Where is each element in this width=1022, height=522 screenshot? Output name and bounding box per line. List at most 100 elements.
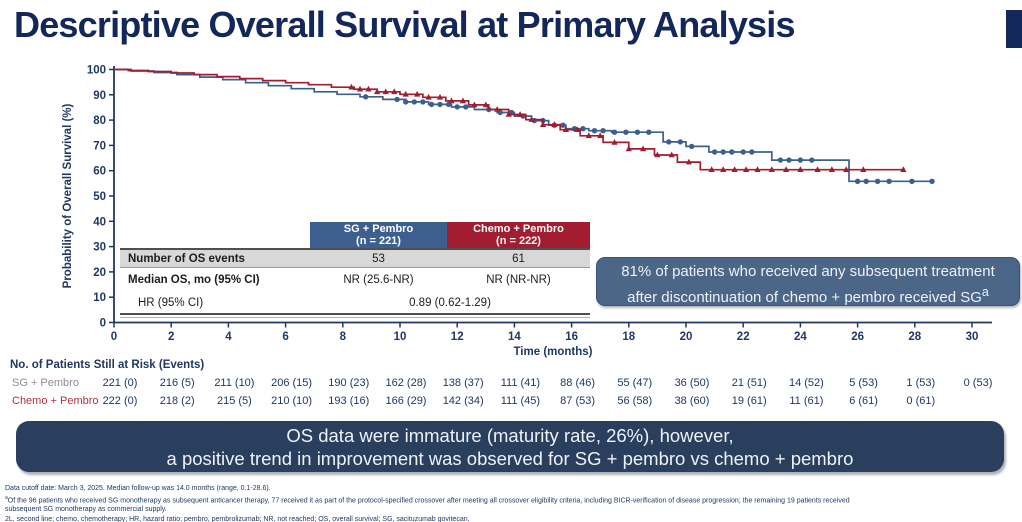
footnote-line-4: 2L, second line; chemo, chemotherapy; HR… <box>5 515 470 522</box>
callout-line2: after discontinuation of chemo + pembro … <box>597 282 1019 308</box>
row-median-os-sg: NR (25.6-NR) <box>343 274 414 286</box>
summary-header-chemo-name: Chemo + Pembro <box>473 222 564 235</box>
svg-text:60: 60 <box>93 166 106 178</box>
at-risk-value: 1 (53) <box>906 377 936 389</box>
at-risk-value: 36 (50) <box>674 377 710 389</box>
at-risk-value: 111 (45) <box>500 395 541 407</box>
at-risk-value: 87 (53) <box>560 395 596 407</box>
at-risk-value: 216 (5) <box>159 377 195 389</box>
summary-header-sg: SG + Pembro (n = 221) <box>310 222 447 248</box>
svg-text:30: 30 <box>93 242 106 254</box>
at-risk-value: 21 (51) <box>731 377 767 389</box>
svg-text:70: 70 <box>93 140 106 152</box>
x-axis-title: Time (months) <box>513 346 592 358</box>
row-os-events-label: Number of OS events <box>120 248 310 268</box>
footnote-marker-a: a <box>5 494 8 501</box>
at-risk-value: 190 (23) <box>328 377 370 389</box>
callout-line2-footnote-marker: a <box>981 285 989 299</box>
banner-line2: a positive trend in improvement was obse… <box>166 448 854 469</box>
footnote-line-1: Data cutoff date: March 3, 2025. Median … <box>5 485 271 492</box>
summary-header-sg-name: SG + Pembro <box>343 222 414 235</box>
svg-text:4: 4 <box>225 331 232 343</box>
svg-text:14: 14 <box>508 331 521 343</box>
at-risk-value: 55 (47) <box>617 377 653 389</box>
summary-table-bottom-rule-thin <box>120 317 590 318</box>
at-risk-value: 0 (61) <box>906 395 936 407</box>
row-median-os-chemo: NR (NR-NR) <box>486 274 551 286</box>
svg-text:2: 2 <box>168 331 174 343</box>
at-risk-value: 56 (58) <box>617 395 653 407</box>
row-os-events-sg: 53 <box>310 248 447 268</box>
x-axis-ticks: 0 2 4 6 8 10 12 14 16 18 20 22 24 26 28 30 <box>111 322 979 343</box>
footnote-line-3: subsequent SG monotherapy as commercial … <box>5 506 167 514</box>
svg-text:10: 10 <box>93 292 106 304</box>
svg-text:20: 20 <box>680 331 693 343</box>
svg-text:90: 90 <box>93 90 106 102</box>
svg-text:24: 24 <box>794 331 807 343</box>
at-risk-value: 166 (29) <box>385 395 427 407</box>
row-os-events-chemo: 61 <box>447 248 590 268</box>
at-risk-value: 88 (46) <box>560 377 596 389</box>
at-risk-value: 210 (10) <box>271 395 313 407</box>
at-risk-value: 11 (61) <box>789 395 824 407</box>
footnote-line-2: aOf the 96 patients who received SG mono… <box>5 494 1017 506</box>
title-accent-bar <box>1006 10 1022 48</box>
subsequent-treatment-callout: 81% of patients who received any subsequ… <box>596 257 1020 306</box>
callout-line2-text: after discontinuation of chemo + pembro … <box>627 289 982 306</box>
callout-line1: 81% of patients who received any subsequ… <box>621 263 995 280</box>
footnotes: Data cutoff date: March 3, 2025. Median … <box>5 484 1017 522</box>
svg-text:100: 100 <box>87 65 106 77</box>
row-hr-label: HR (95% CI) <box>138 296 204 309</box>
y-axis-title: Probability of Overall Survival (%) <box>62 103 74 288</box>
at-risk-value: 206 (15) <box>271 377 313 389</box>
sg-curve <box>114 68 932 183</box>
at-risk-value: 162 (28) <box>385 377 427 389</box>
svg-text:80: 80 <box>93 115 106 127</box>
at-risk-value: 38 (60) <box>674 395 710 407</box>
at-risk-value: 0 (53) <box>963 377 993 389</box>
at-risk-value: 218 (2) <box>159 395 195 407</box>
at-risk-value: 211 (10) <box>214 377 255 389</box>
svg-text:22: 22 <box>737 331 750 343</box>
banner-line1: OS data were immature (maturity rate, 26… <box>286 425 734 446</box>
slide-title: Descriptive Overall Survival at Primary … <box>14 4 796 45</box>
row-median-os-label: Median OS, mo (95% CI) <box>128 274 260 286</box>
row-hr-value: 0.89 (0.62-1.29) <box>409 296 491 309</box>
chemo-curve <box>114 68 904 171</box>
at-risk-value: 222 (0) <box>102 395 138 407</box>
at-risk-row-label-chemo: Chemo + Pembro <box>12 395 99 407</box>
at-risk-value: 19 (61) <box>731 395 767 407</box>
svg-text:26: 26 <box>851 331 864 343</box>
svg-text:18: 18 <box>622 331 635 343</box>
summary-header-chemo: Chemo + Pembro (n = 222) <box>447 222 590 248</box>
y-axis-ticks: 0 10 20 30 40 50 60 70 80 90 100 <box>87 65 114 330</box>
at-risk-value: 142 (34) <box>442 395 484 407</box>
at-risk-value: 6 (61) <box>849 395 878 407</box>
chemo-censor-marks <box>348 83 907 172</box>
at-risk-value: 193 (16) <box>328 395 370 407</box>
svg-text:12: 12 <box>451 331 464 343</box>
summary-header-chemo-n: (n = 222) <box>496 235 541 247</box>
svg-text:0: 0 <box>100 318 106 330</box>
svg-text:16: 16 <box>565 331 578 343</box>
svg-text:28: 28 <box>908 331 921 343</box>
at-risk-value: 5 (53) <box>849 377 878 389</box>
svg-text:30: 30 <box>966 331 979 343</box>
svg-text:50: 50 <box>93 191 106 203</box>
footnote-line-2-text: Of the 96 patients who received SG monot… <box>7 496 850 504</box>
svg-text:6: 6 <box>282 331 288 343</box>
at-risk-value: 138 (37) <box>442 377 484 389</box>
svg-text:8: 8 <box>340 331 347 343</box>
summary-header-sg-n: (n = 221) <box>356 235 401 247</box>
os-summary-table: SG + Pembro (n = 221) Chemo + Pembro (n … <box>120 222 590 313</box>
at-risk-value: 111 (41) <box>500 377 541 389</box>
at-risk-value: 221 (0) <box>102 377 138 389</box>
summary-table-bottom-rule <box>120 313 590 315</box>
svg-text:0: 0 <box>111 331 117 343</box>
at-risk-value: 215 (5) <box>216 395 252 407</box>
conclusion-banner: OS data were immature (maturity rate, 26… <box>16 421 1004 472</box>
svg-text:10: 10 <box>394 331 407 343</box>
svg-text:20: 20 <box>93 267 106 279</box>
